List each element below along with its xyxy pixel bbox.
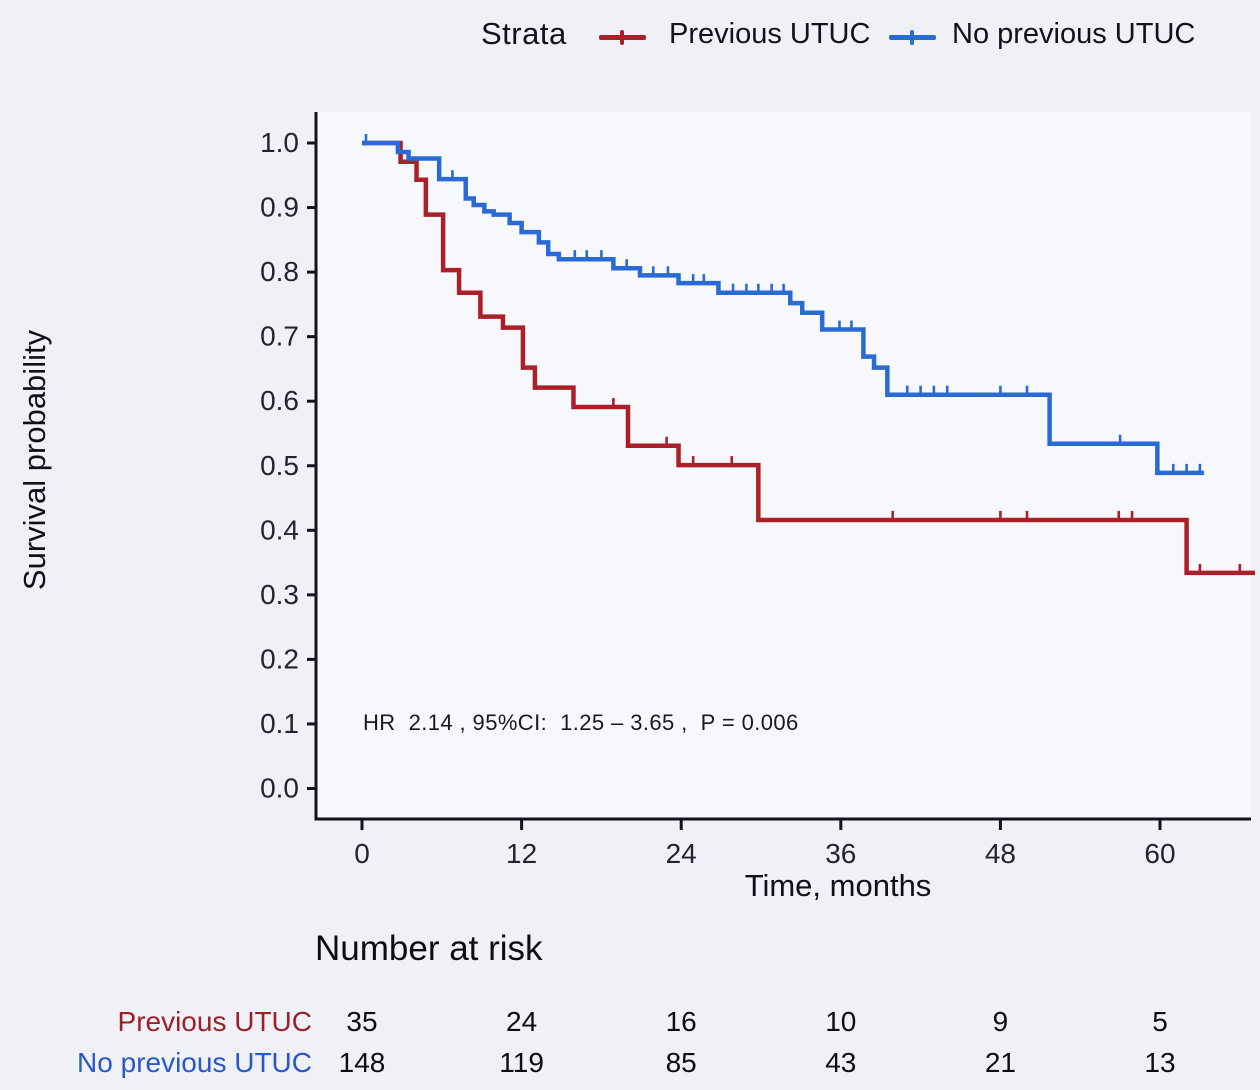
legend-censor-tick-icon bbox=[910, 30, 914, 45]
risk-count-previous-utuc-t24: 16 bbox=[665, 1006, 697, 1037]
risk-count-no-previous-utuc-t36: 43 bbox=[825, 1047, 857, 1078]
y-tick-label: 0.2 bbox=[260, 643, 299, 674]
risk-count-no-previous-utuc-t12: 119 bbox=[499, 1047, 544, 1078]
risk-count-previous-utuc-t12: 24 bbox=[506, 1006, 538, 1037]
y-tick-label: 0.5 bbox=[260, 450, 299, 481]
legend-label-previous-utuc: Previous UTUC bbox=[669, 18, 871, 50]
plot-panel bbox=[316, 112, 1251, 819]
risk-count-no-previous-utuc-t48: 21 bbox=[984, 1047, 1016, 1078]
legend-censor-tick-icon bbox=[620, 30, 624, 45]
y-tick-label: 0.1 bbox=[260, 708, 299, 739]
y-tick-label: 0.9 bbox=[260, 192, 299, 223]
risk-count-no-previous-utuc-t24: 85 bbox=[665, 1047, 697, 1078]
survival-curve-previous-utuc bbox=[362, 140, 1255, 576]
y-tick-label: 1.0 bbox=[260, 127, 299, 158]
legend-key-no-previous-utuc bbox=[889, 28, 936, 46]
x-tick-label: 48 bbox=[985, 838, 1016, 869]
risk-table-title: Number at risk bbox=[315, 929, 543, 968]
legend-label-no-previous-utuc: No previous UTUC bbox=[952, 18, 1196, 50]
y-tick-label: 0.3 bbox=[260, 579, 299, 610]
y-tick-label: 0.4 bbox=[260, 514, 299, 545]
y-tick-label: 0.8 bbox=[260, 256, 299, 287]
risk-count-previous-utuc-t48: 9 bbox=[992, 1006, 1009, 1037]
x-axis-title: Time, months bbox=[744, 868, 932, 903]
risk-count-previous-utuc-t0: 35 bbox=[346, 1006, 378, 1037]
y-axis-title: Survival probability bbox=[17, 329, 52, 591]
risk-count-previous-utuc-t36: 10 bbox=[825, 1006, 857, 1037]
risk-row-label-no-previous-utuc: No previous UTUC bbox=[77, 1047, 312, 1078]
y-tick-label: 0.7 bbox=[260, 321, 299, 352]
x-tick-label: 60 bbox=[1144, 838, 1175, 869]
x-tick-label: 24 bbox=[666, 838, 697, 869]
x-tick-label: 12 bbox=[506, 838, 537, 869]
hazard-ratio-annotation: HR 2.14 , 95%CI: 1.25 – 3.65 , P = 0.006 bbox=[363, 710, 799, 735]
risk-count-no-previous-utuc-t0: 148 bbox=[338, 1047, 386, 1078]
risk-count-previous-utuc-t60: 5 bbox=[1152, 1006, 1168, 1037]
x-tick-label: 36 bbox=[825, 838, 856, 869]
risk-count-no-previous-utuc-t60: 13 bbox=[1144, 1047, 1176, 1078]
km-plot-canvas: 1.0 0.9 0.8 0.7 0.6 0.5 0.4 0.3 0.2 0.1 0.0 0 12 24 36… bbox=[260, 112, 1255, 869]
x-tick-label: 0 bbox=[354, 838, 370, 869]
legend-key-previous-utuc bbox=[599, 28, 646, 46]
y-tick-label: 0.6 bbox=[260, 385, 299, 416]
risk-row-label-previous-utuc: Previous UTUC bbox=[117, 1006, 312, 1037]
y-tick-label: 0.0 bbox=[260, 773, 299, 804]
legend-title: Strata bbox=[481, 16, 567, 51]
